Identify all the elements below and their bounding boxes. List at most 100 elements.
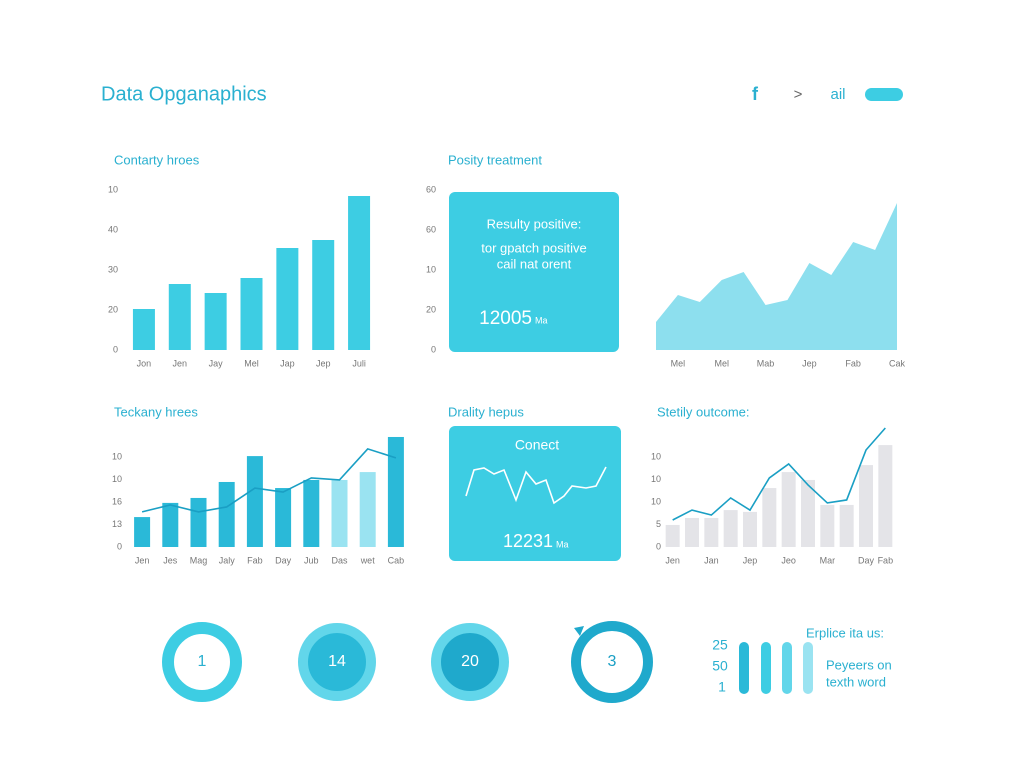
bar xyxy=(348,196,371,350)
line xyxy=(141,447,397,513)
y-tick-label: 60 xyxy=(426,184,436,194)
x-tick-label: wet xyxy=(360,555,376,565)
x-tick-label: Juli xyxy=(352,358,366,368)
x-tick-label: Jep xyxy=(316,358,331,368)
ring-label: 1 xyxy=(198,653,207,670)
y-tick-label: 0 xyxy=(656,541,661,551)
line xyxy=(672,427,886,521)
y-tick-label: 20 xyxy=(426,304,436,314)
sparkline xyxy=(465,466,607,505)
bar xyxy=(387,436,404,547)
card-text: tor gpatch positive xyxy=(481,240,587,255)
x-tick-label: Jeo xyxy=(781,555,796,565)
card-unit: Ma xyxy=(556,539,569,549)
x-tick-label: Jen xyxy=(135,555,150,565)
card xyxy=(449,426,621,561)
icon[interactable]: ail xyxy=(830,86,845,103)
widget-bar xyxy=(761,642,771,694)
widget-bar xyxy=(739,642,749,694)
x-tick-label: Fab xyxy=(845,358,861,368)
area xyxy=(656,203,897,350)
x-tick-label: Jaly xyxy=(219,555,236,565)
bar xyxy=(820,504,835,547)
y-tick-label: 30 xyxy=(108,264,118,274)
y-tick-label: 10 xyxy=(426,264,436,274)
card-title: Drality hepus xyxy=(448,404,524,419)
bar xyxy=(168,284,191,350)
x-tick-label: Fab xyxy=(878,555,894,565)
y-tick-label: 0 xyxy=(431,344,436,354)
y-tick-label: 60 xyxy=(426,224,436,234)
y-tick-label: 10 xyxy=(112,451,122,461)
ring xyxy=(298,623,376,701)
x-tick-label: Jub xyxy=(304,555,319,565)
bar xyxy=(704,517,719,547)
widget-number: 50 xyxy=(712,658,728,674)
bar xyxy=(204,293,227,350)
x-tick-label: Mag xyxy=(190,555,208,565)
widget-bar xyxy=(803,642,813,694)
bar xyxy=(218,481,235,547)
widget-title: Erplice ita us: xyxy=(806,625,884,640)
x-tick-label: Mar xyxy=(820,555,836,565)
y-tick-label: 10 xyxy=(108,184,118,194)
bar xyxy=(134,517,151,547)
x-tick-label: Jen xyxy=(173,358,188,368)
bar xyxy=(801,479,815,547)
card-text: cail nat orent xyxy=(497,256,572,271)
y-tick-label: 16 xyxy=(112,496,122,506)
y-tick-label: 10 xyxy=(112,474,122,484)
bar xyxy=(762,488,777,547)
icon[interactable]: > xyxy=(794,86,803,103)
bar xyxy=(359,472,376,547)
icon[interactable]: f xyxy=(752,84,759,104)
ring-label: 14 xyxy=(328,653,346,670)
bar xyxy=(275,488,292,547)
widget-number: 1 xyxy=(718,679,726,695)
card xyxy=(449,192,619,352)
x-tick-label: Day xyxy=(858,555,875,565)
x-tick-label: Jes xyxy=(163,555,178,565)
x-tick-label: Cab xyxy=(388,555,405,565)
widget-text: Peyeers on xyxy=(826,657,892,672)
y-tick-label: 0 xyxy=(117,541,122,551)
x-tick-label: Mab xyxy=(757,358,775,368)
x-tick-label: Jap xyxy=(280,358,295,368)
y-tick-label: 20 xyxy=(108,304,118,314)
y-tick-label: 0 xyxy=(113,344,118,354)
chart-title: Contarty hroes xyxy=(114,152,200,167)
bar xyxy=(312,240,335,350)
widget-bar xyxy=(782,642,792,694)
bar xyxy=(665,524,680,547)
bar xyxy=(303,479,320,547)
x-tick-label: Day xyxy=(275,555,292,565)
card-unit: Ma xyxy=(535,315,548,325)
bar xyxy=(132,309,155,350)
chart-title: Posity treatment xyxy=(448,152,542,167)
chart-title: Stetily outcome: xyxy=(657,404,750,419)
x-tick-label: Das xyxy=(331,555,348,565)
bar xyxy=(685,517,699,547)
ring-arrow xyxy=(574,626,584,636)
bar xyxy=(781,472,796,547)
y-tick-label: 13 xyxy=(112,519,122,529)
bar xyxy=(246,456,263,547)
card-number: 12231 xyxy=(503,531,553,551)
x-tick-label: Mel xyxy=(671,358,686,368)
x-tick-label: Fab xyxy=(247,555,263,565)
x-tick-label: Jan xyxy=(704,555,719,565)
x-tick-label: Jay xyxy=(209,358,224,368)
ring xyxy=(571,621,653,703)
ring xyxy=(162,622,242,702)
y-tick-label: 10 xyxy=(651,496,661,506)
bar xyxy=(190,497,207,547)
toggle[interactable] xyxy=(865,88,903,101)
bar xyxy=(723,510,738,547)
y-tick-label: 10 xyxy=(651,474,661,484)
card-number: 12005 xyxy=(479,308,532,329)
ring-label: 3 xyxy=(608,653,617,670)
widget-text: texth word xyxy=(826,674,886,689)
bar xyxy=(839,504,854,547)
